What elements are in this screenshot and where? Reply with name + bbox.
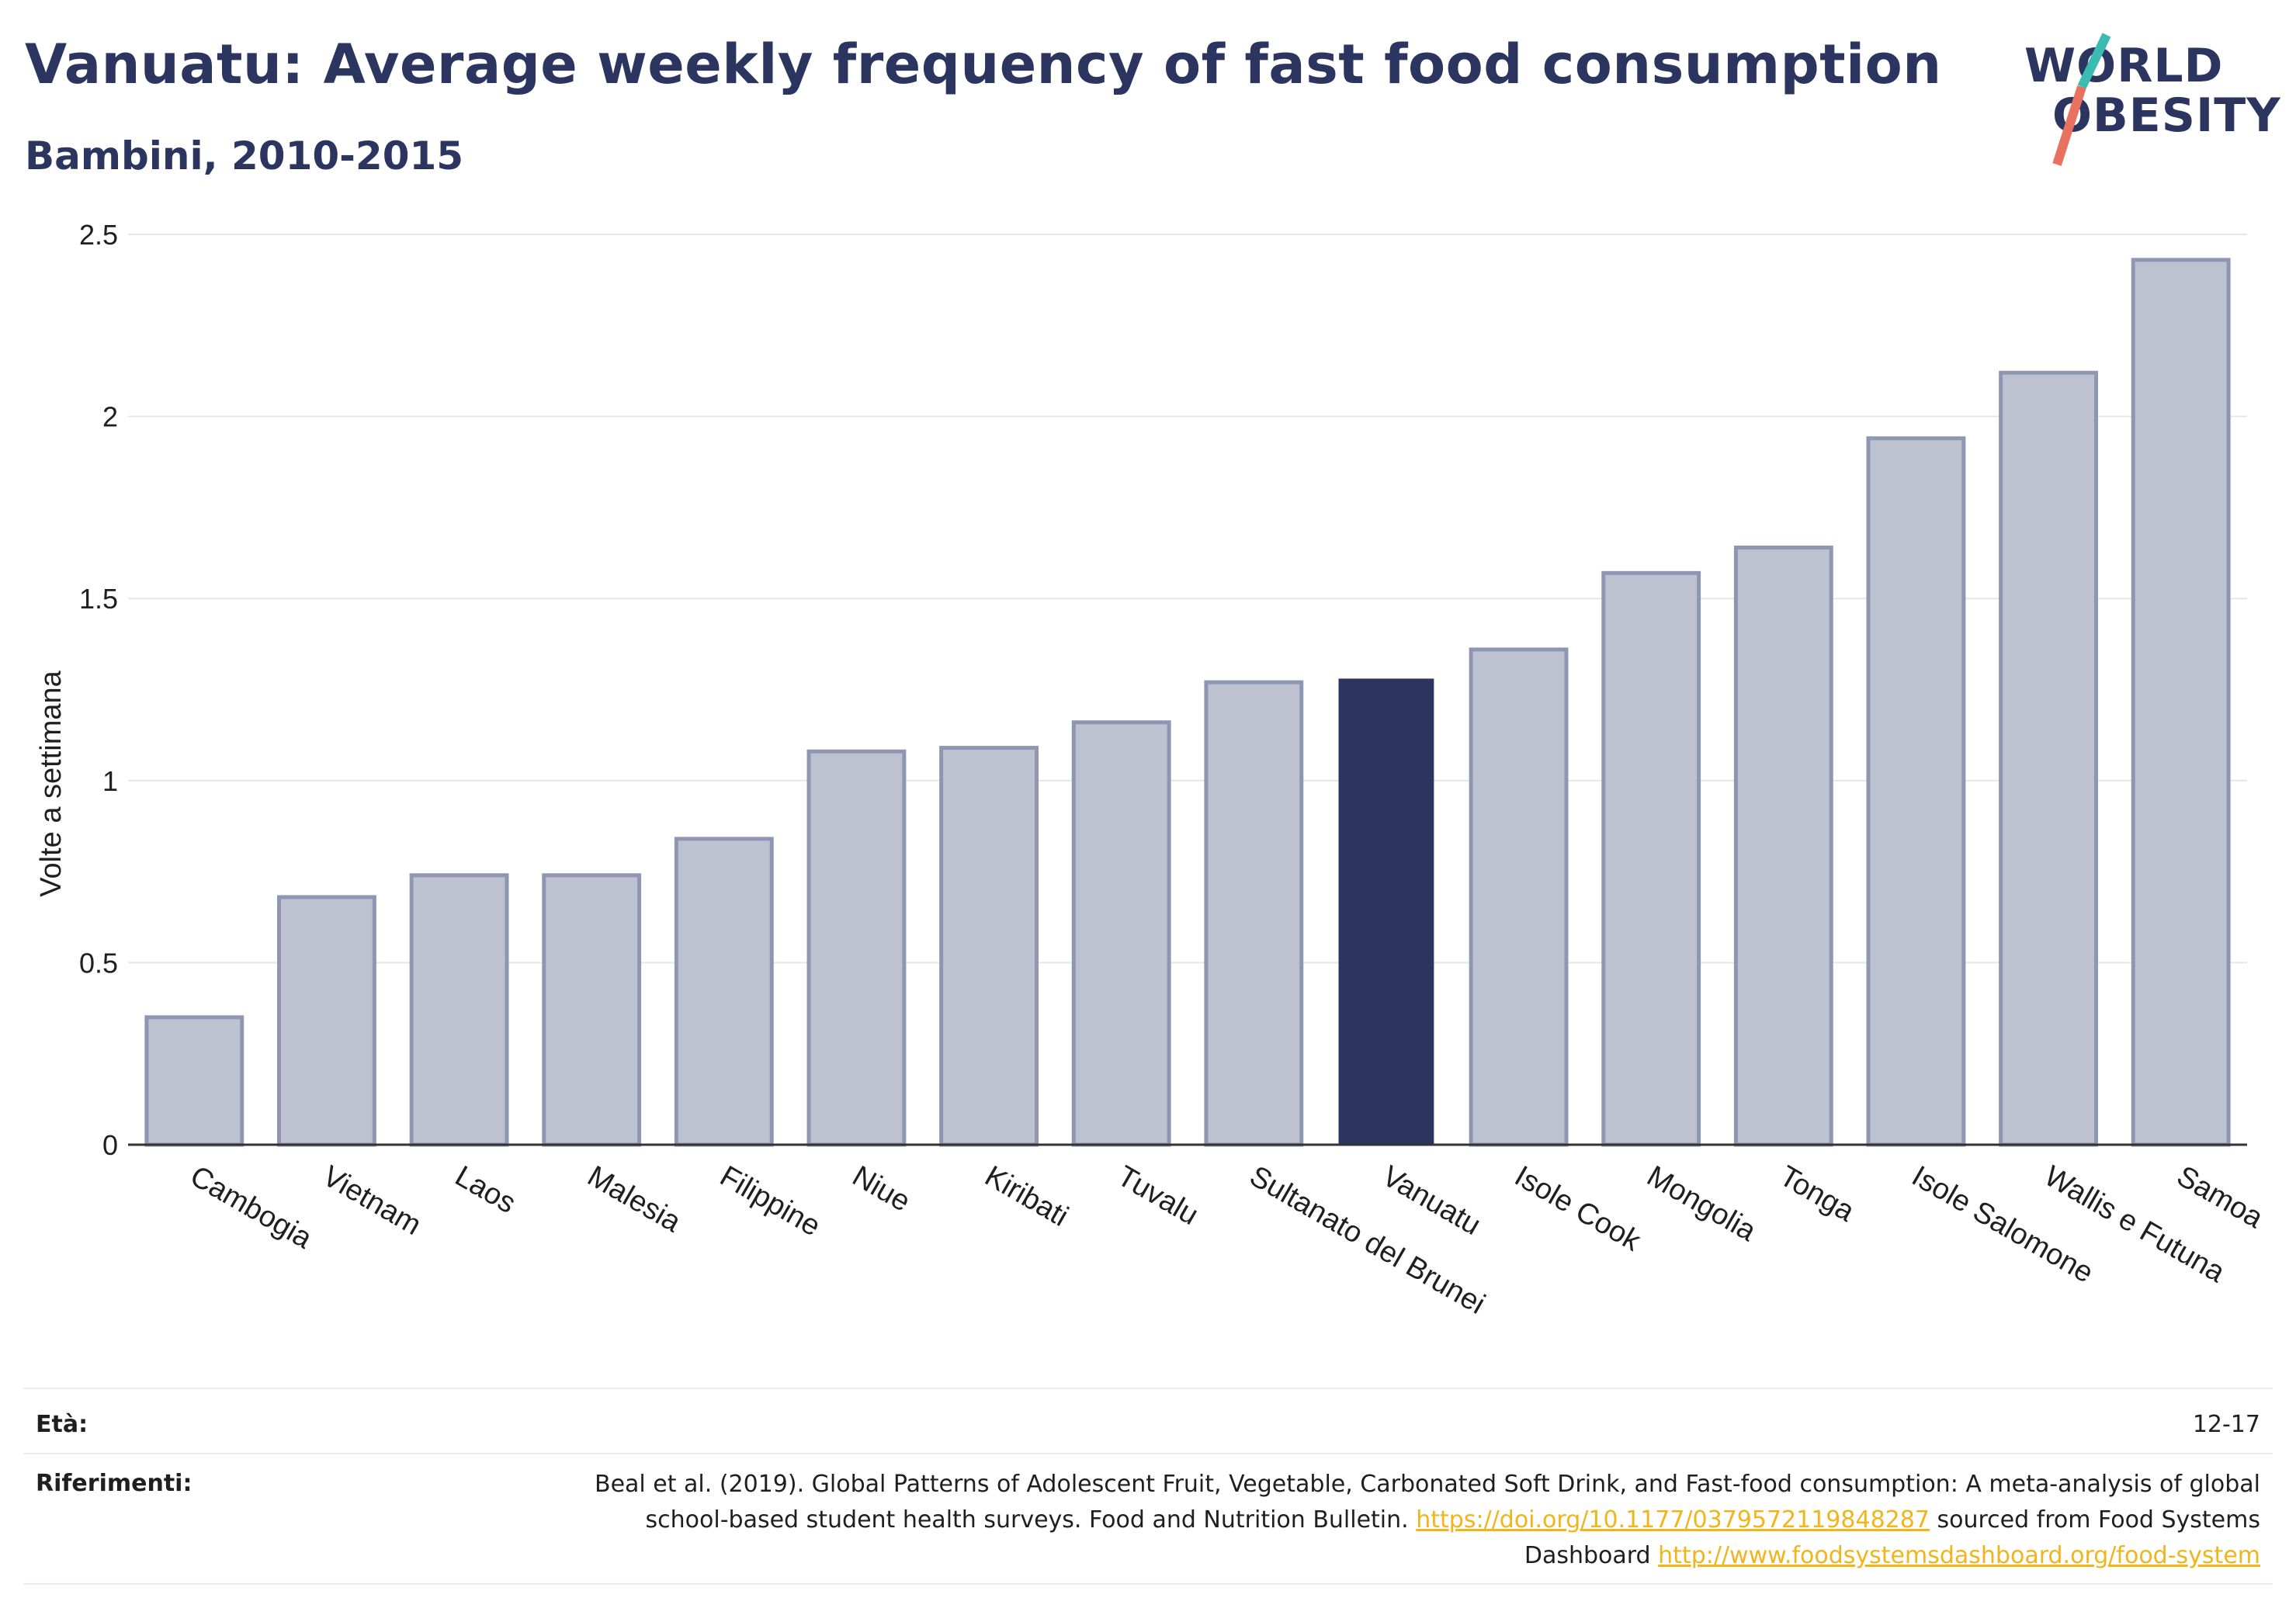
x-tick-label: Laos	[449, 1159, 521, 1220]
bar[interactable]	[1204, 680, 1304, 1147]
x-tick-label: Kiribati	[980, 1159, 1074, 1232]
bar[interactable]	[1469, 647, 1569, 1147]
y-tick-label: 2.5	[79, 219, 118, 251]
bar[interactable]	[806, 749, 907, 1147]
bar[interactable]	[277, 895, 376, 1147]
x-tick-label: Filippine	[714, 1159, 826, 1242]
reference-source: sourced from Food Systems Dashboard	[1524, 1506, 2260, 1569]
bar[interactable]	[1601, 570, 1701, 1147]
y-axis-label: Volte a settimana	[35, 670, 68, 896]
y-tick-label: 1.5	[79, 583, 118, 615]
bar[interactable]	[2131, 258, 2231, 1147]
x-tick-label: Vanuatu	[1376, 1159, 1486, 1242]
bar[interactable]	[1733, 546, 1833, 1147]
x-tick-label: Samoa	[2171, 1159, 2269, 1235]
world-obesity-logo[interactable]: WORLD OBESITY	[2018, 16, 2282, 171]
x-tick-label: Isole Cook	[1509, 1159, 1646, 1258]
x-tick-label: Cambogia	[185, 1159, 318, 1255]
x-tick-label: Niue	[847, 1159, 916, 1218]
bar[interactable]	[542, 873, 642, 1147]
bar[interactable]	[674, 837, 774, 1147]
logo-line-2: OBESITY	[2052, 88, 2281, 143]
doi-link[interactable]: https://doi.org/10.1177/0379572119848287	[1416, 1506, 1930, 1534]
bars	[128, 258, 2247, 1147]
x-tick-label: Mongolia	[1642, 1159, 1762, 1248]
y-tick-label: 1	[102, 765, 118, 797]
footer-age-row: Età: 12-17	[23, 1411, 2273, 1450]
y-tick-label: 2	[102, 401, 118, 433]
x-tick-label: Sultanato del Brunei	[1244, 1159, 1490, 1320]
logo-slash-icon	[2052, 33, 2111, 166]
y-tick-label: 0	[102, 1129, 118, 1161]
bar[interactable]	[1866, 436, 1966, 1147]
chart-title: Vanuatu: Average weekly frequency of fas…	[25, 33, 1942, 96]
references-label: Riferimenti:	[36, 1470, 192, 1497]
bar-chart: 0 0.5 1 1.5 2 2.5 Cambogia Vietnam Laos Malesia F…	[35, 219, 2269, 1321]
dashboard-link[interactable]: http://www.foodsystemsdashboard.org/food…	[1658, 1542, 2260, 1569]
footer-divider-top	[23, 1388, 2273, 1389]
footer-references-row: Riferimenti: Beal et al. (2019). Global …	[23, 1467, 2273, 1583]
bar[interactable]	[1071, 720, 1171, 1147]
x-tick-label: Vietnam	[317, 1159, 426, 1242]
x-tick-label: Tonga	[1774, 1159, 1860, 1229]
reference-citation: Beal et al. (2019). Global Patterns of A…	[594, 1471, 2260, 1534]
y-tick-labels: 0 0.5 1 1.5 2 2.5	[79, 219, 118, 1161]
age-value: 12-17	[2192, 1411, 2260, 1438]
y-tick-label: 0.5	[79, 947, 118, 979]
footer-divider-bottom	[23, 1583, 2273, 1585]
x-tick-label: Tuvalu	[1112, 1159, 1204, 1232]
age-label: Età:	[36, 1411, 88, 1438]
bar[interactable]	[939, 746, 1039, 1147]
bar[interactable]	[409, 873, 509, 1147]
x-tick-label: Malesia	[582, 1159, 687, 1239]
chart-subtitle: Bambini, 2010-2015	[25, 133, 464, 178]
footer-divider-middle	[23, 1453, 2273, 1454]
references-text: Beal et al. (2019). Global Patterns of A…	[553, 1467, 2260, 1574]
x-tick-labels: Cambogia Vietnam Laos Malesia Filippine Niue K…	[185, 1159, 2269, 1320]
logo-line-1: WORLD	[2024, 39, 2224, 93]
bar-highlight[interactable]	[1338, 678, 1434, 1145]
bar[interactable]	[1999, 370, 2098, 1147]
bar[interactable]	[144, 1015, 245, 1147]
